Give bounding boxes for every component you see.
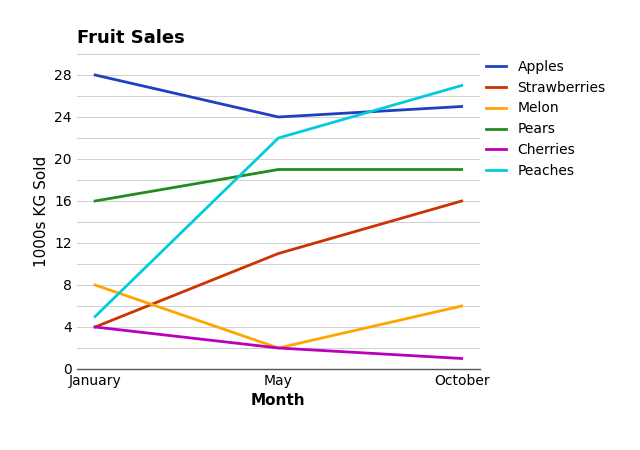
Pears xyxy=(92,198,99,204)
Strawberries xyxy=(458,198,465,204)
Apples xyxy=(458,104,465,109)
Melon xyxy=(92,282,99,288)
Line: Pears: Pears xyxy=(95,170,461,201)
Peaches xyxy=(275,135,282,141)
Peaches xyxy=(458,83,465,88)
Line: Cherries: Cherries xyxy=(95,327,461,359)
Melon xyxy=(458,303,465,309)
Line: Melon: Melon xyxy=(95,285,461,348)
Peaches xyxy=(92,314,99,319)
Cherries xyxy=(458,356,465,361)
Cherries xyxy=(92,324,99,330)
Pears xyxy=(275,167,282,172)
Cherries xyxy=(275,345,282,351)
Strawberries xyxy=(92,324,99,330)
Line: Strawberries: Strawberries xyxy=(95,201,461,327)
Apples xyxy=(92,72,99,78)
Pears xyxy=(458,167,465,172)
Line: Peaches: Peaches xyxy=(95,86,461,316)
X-axis label: Month: Month xyxy=(251,393,306,409)
Line: Apples: Apples xyxy=(95,75,461,117)
Y-axis label: 1000s KG Sold: 1000s KG Sold xyxy=(34,156,49,267)
Strawberries xyxy=(275,251,282,256)
Apples xyxy=(275,114,282,120)
Text: Fruit Sales: Fruit Sales xyxy=(77,29,184,47)
Melon xyxy=(275,345,282,351)
Legend: Apples, Strawberries, Melon, Pears, Cherries, Peaches: Apples, Strawberries, Melon, Pears, Cher… xyxy=(480,54,611,184)
